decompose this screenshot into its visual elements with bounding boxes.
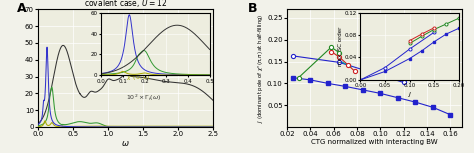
X-axis label: $\omega$: $\omega$ bbox=[121, 139, 130, 147]
Title: covalent case, $U = 12$: covalent case, $U = 12$ bbox=[84, 0, 167, 9]
Text: A: A bbox=[17, 2, 27, 15]
Text: $\chi''(\pi,0)$: $\chi''(\pi,0)$ bbox=[126, 53, 150, 63]
Text: B: B bbox=[248, 2, 258, 15]
Text: $10^2 \times \Gamma_f(\omega)$: $10^2 \times \Gamma_f(\omega)$ bbox=[126, 93, 161, 103]
Y-axis label: $J$ (dominant pole of $\chi''(\pi,\pi)$ at half-filling): $J$ (dominant pole of $\chi''(\pi,\pi)$ … bbox=[256, 13, 265, 123]
Text: $\chi''(0,0)$: $\chi''(0,0)$ bbox=[126, 73, 150, 83]
X-axis label: CTG normalized with interacting BW: CTG normalized with interacting BW bbox=[311, 139, 438, 145]
Text: $\chi''(\pi,\pi)$: $\chi''(\pi,\pi)$ bbox=[126, 33, 149, 43]
